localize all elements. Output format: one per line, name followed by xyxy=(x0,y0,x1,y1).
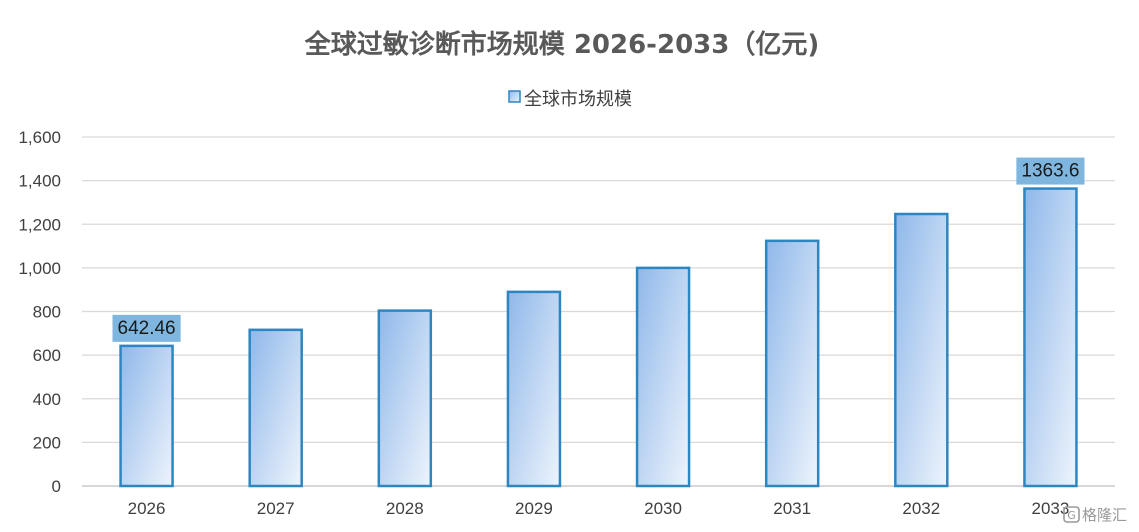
y-tick-label: 1,600 xyxy=(18,128,61,147)
chart-title: 全球过敏诊断市场规模 2026-2033（亿元) xyxy=(304,29,819,60)
watermark-text: 格隆汇 xyxy=(1082,506,1127,524)
y-tick-label: 200 xyxy=(33,433,61,452)
data-label: 642.46 xyxy=(112,314,181,342)
bars xyxy=(119,187,1078,488)
bar-2033 xyxy=(1023,187,1078,488)
data-label: 1363.6 xyxy=(1016,157,1085,185)
bar-2031 xyxy=(764,239,820,488)
legend: 全球市场规模 xyxy=(508,89,632,110)
x-tick-label: 2027 xyxy=(257,499,295,518)
legend-label: 全球市场规模 xyxy=(524,89,632,110)
y-tick-label: 1,000 xyxy=(18,259,61,278)
legend-swatch xyxy=(508,90,521,103)
x-tick-label: 2032 xyxy=(902,499,940,518)
y-tick-label: 800 xyxy=(33,303,61,322)
x-tick-label: 2031 xyxy=(773,499,811,518)
data-labels: 642.46 1363.6 xyxy=(112,157,1085,342)
bar-2028 xyxy=(377,309,433,488)
x-tick-label: 2030 xyxy=(644,499,682,518)
x-tick-label: 2028 xyxy=(386,499,424,518)
data-label-background xyxy=(112,314,181,342)
bar-2032 xyxy=(894,212,949,488)
y-tick-label: 400 xyxy=(33,390,61,409)
bar-2030 xyxy=(635,266,691,488)
watermark: G 格隆汇 xyxy=(1063,506,1127,524)
glh-logo-icon xyxy=(1063,506,1080,523)
glh-logo-icon-glyph: G xyxy=(1067,509,1076,522)
gridlines xyxy=(82,136,1115,487)
y-tick-label: 1,200 xyxy=(18,215,61,234)
data-label-text: 1363.6 xyxy=(1021,161,1079,182)
x-axis-ticks: 2026 2027 2028 2029 2030 2031 2032 2033 xyxy=(128,499,1070,518)
data-label-background xyxy=(1016,157,1085,185)
x-tick-label: 2033 xyxy=(1032,499,1070,518)
x-tick-label: 2026 xyxy=(128,499,166,518)
y-tick-label: 600 xyxy=(33,346,61,365)
x-tick-label: 2029 xyxy=(515,499,553,518)
y-tick-label: 1,400 xyxy=(18,172,61,191)
y-axis-ticks: 0 200 400 600 800 1,000 1,200 1,400 1,600 xyxy=(18,128,61,496)
data-label-text: 642.46 xyxy=(118,318,176,339)
y-tick-label: 0 xyxy=(52,477,61,496)
bar-2027 xyxy=(248,328,303,488)
bar-2026 xyxy=(119,344,174,488)
bar-2029 xyxy=(506,290,562,488)
